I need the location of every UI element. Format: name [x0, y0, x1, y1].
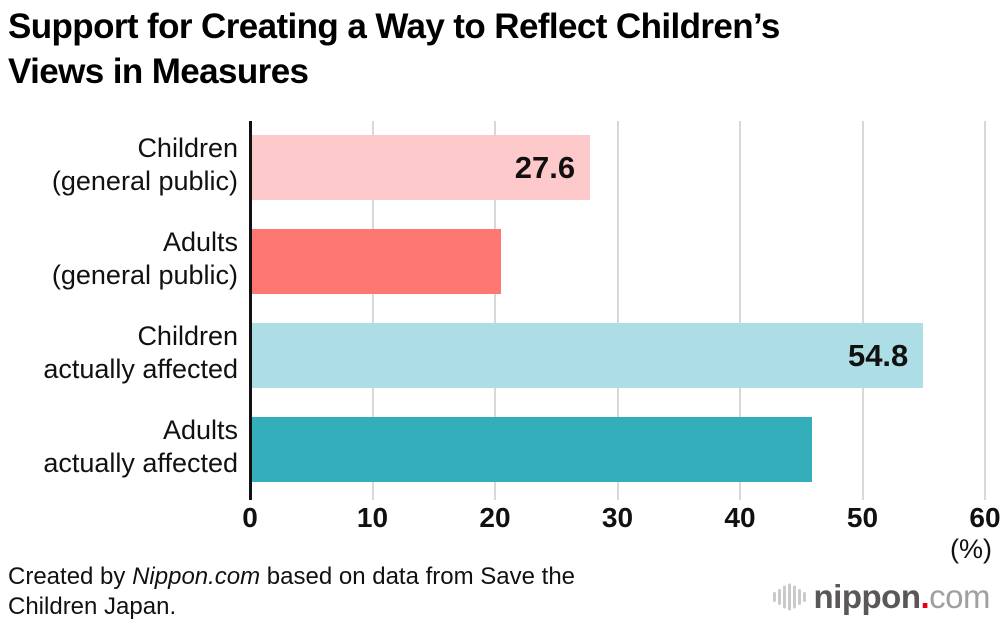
gridline — [739, 121, 741, 500]
x-tick-label-60: 60 — [969, 502, 1000, 533]
category-label-0: Children (general public) — [52, 132, 238, 198]
category-label-line: Children — [137, 321, 238, 351]
x-tick-label-40: 40 — [724, 502, 756, 533]
gridline — [984, 121, 986, 500]
category-label-line: Children — [137, 133, 238, 163]
gridline — [861, 121, 864, 500]
chart-title: Support for Creating a Way to Reflect Ch… — [8, 4, 780, 94]
category-label-3: Adults actually affected — [43, 414, 238, 480]
logo-nippon-text: nippon — [813, 578, 921, 615]
credit-prefix: Created by — [8, 563, 133, 590]
bar-3 — [252, 417, 812, 482]
bar-1 — [252, 229, 501, 294]
x-tick-label-20: 20 — [479, 502, 511, 533]
category-label-line: Adults — [162, 227, 238, 257]
credit-line2: Children Japan. — [8, 593, 177, 620]
credit-line1-rest: based on data from Save the — [260, 563, 576, 590]
gridline — [616, 121, 619, 500]
chart-title-line2: Views in Measures — [8, 52, 309, 91]
logo-com-text: com — [929, 578, 990, 615]
chart-title-line1: Support for Creating a Way to Reflect Ch… — [8, 7, 780, 46]
credit-text: Created by Nippon.com based on data from… — [8, 562, 575, 622]
credit-source-name: Nippon.com — [132, 563, 261, 590]
x-tick-label-10: 10 — [356, 502, 389, 533]
logo-red-dot: . — [920, 578, 930, 615]
bar-value-label: 27.6 — [514, 150, 576, 185]
nippon-com-logo: nippon.com — [772, 578, 991, 615]
category-label-line: actually affected — [43, 354, 238, 384]
logo-wordmark: nippon.com — [813, 578, 991, 615]
category-label-1: Adults (general public) — [52, 226, 238, 292]
gridline — [371, 121, 374, 500]
category-label-2: Children actually affected — [43, 320, 238, 386]
x-axis-unit-label: (%) — [950, 534, 992, 564]
soundwave-bars-icon — [772, 581, 807, 613]
x-tick-label-50: 50 — [846, 502, 879, 533]
category-label-line: (general public) — [51, 166, 238, 196]
bar-0: 27.6 — [252, 135, 591, 200]
bar-2: 54.8 — [252, 323, 924, 388]
credit-line1: Created by Nippon.com based on data from… — [8, 562, 575, 592]
category-label-line: Adults — [162, 415, 238, 445]
bar-value-label: 54.8 — [847, 338, 909, 373]
gridline — [494, 121, 496, 500]
plot-area: 27.6 54.8 — [249, 121, 986, 500]
category-label-line: actually affected — [43, 448, 238, 478]
category-label-line: (general public) — [51, 260, 238, 290]
x-tick-label-0: 0 — [242, 502, 258, 533]
y-axis-line — [249, 121, 252, 500]
x-tick-label-30: 30 — [601, 502, 634, 533]
